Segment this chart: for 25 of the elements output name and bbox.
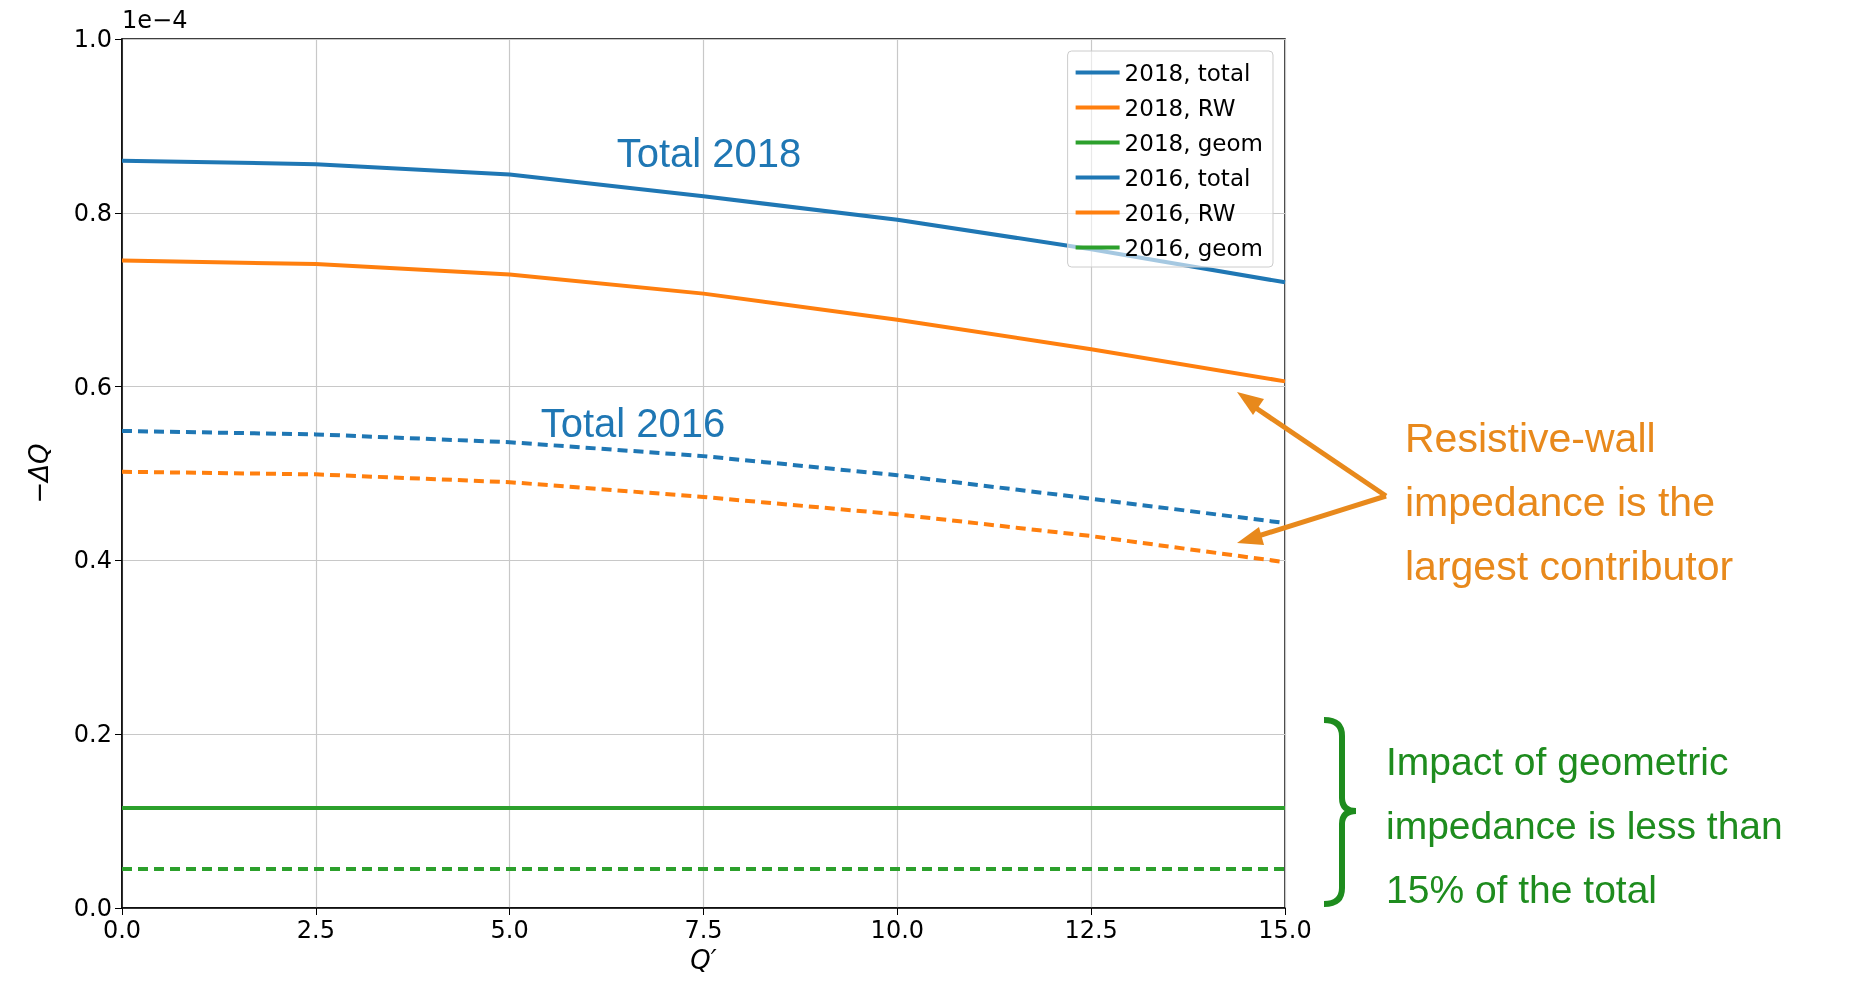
x-tick-label: 12.5: [1064, 916, 1118, 944]
legend-label: 2016, RW: [1124, 199, 1236, 226]
legend-label: 2018, geom: [1124, 129, 1264, 156]
y-tick-label: 0.2: [73, 720, 112, 749]
legend-label: 2018, total: [1124, 59, 1251, 86]
text: Impact of geometric impedance is less than 15% of the total: [1386, 739, 1784, 913]
x-tick-label: 0.0: [102, 916, 142, 944]
y-tick-label: 1.0: [73, 25, 112, 53]
annotation: Total 2016: [540, 401, 726, 445]
y-tick-label: 0.6: [73, 372, 112, 401]
annotation: Total 2018: [616, 131, 802, 175]
y-tick-label: 0.8: [73, 198, 112, 227]
x-axis-title: Q′: [690, 944, 717, 975]
text: 1e−4: [122, 6, 188, 34]
text: Resistive-wall impedance is the largest contributor: [1405, 414, 1735, 591]
y-tick-label: 0.4: [73, 546, 112, 575]
legend-label: 2016, geom: [1124, 234, 1264, 261]
x-tick-label: 2.5: [296, 916, 335, 944]
legend-label: 2016, total: [1124, 164, 1251, 191]
legend-label: 2018, RW: [1124, 94, 1236, 121]
x-tick-label: 10.0: [870, 916, 925, 944]
x-tick-label: 15.0: [1258, 916, 1312, 944]
x-tick-label: 7.5: [684, 916, 723, 944]
y-axis-title: −ΔQ: [24, 443, 54, 504]
x-tick-label: 5.0: [490, 916, 529, 944]
